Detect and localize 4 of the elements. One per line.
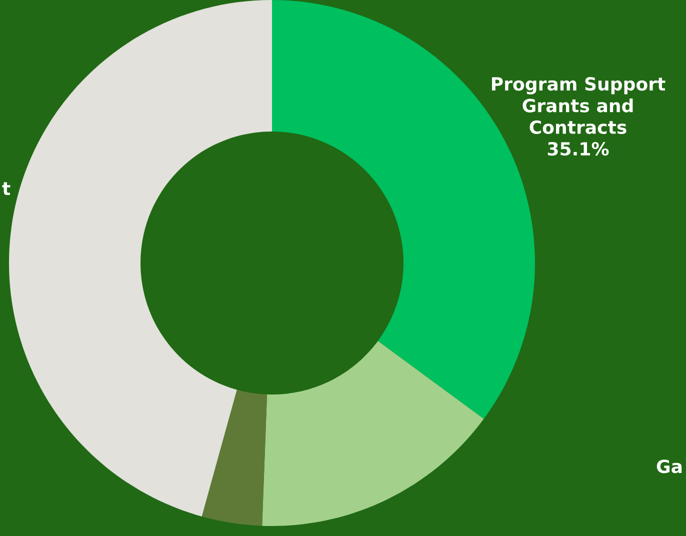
slice-label: Program Support Grants and Contracts [492,77,666,134]
data-label: 35.1% [548,142,609,156]
text: Ga [656,460,682,474]
slice-label: t [2,182,10,195]
